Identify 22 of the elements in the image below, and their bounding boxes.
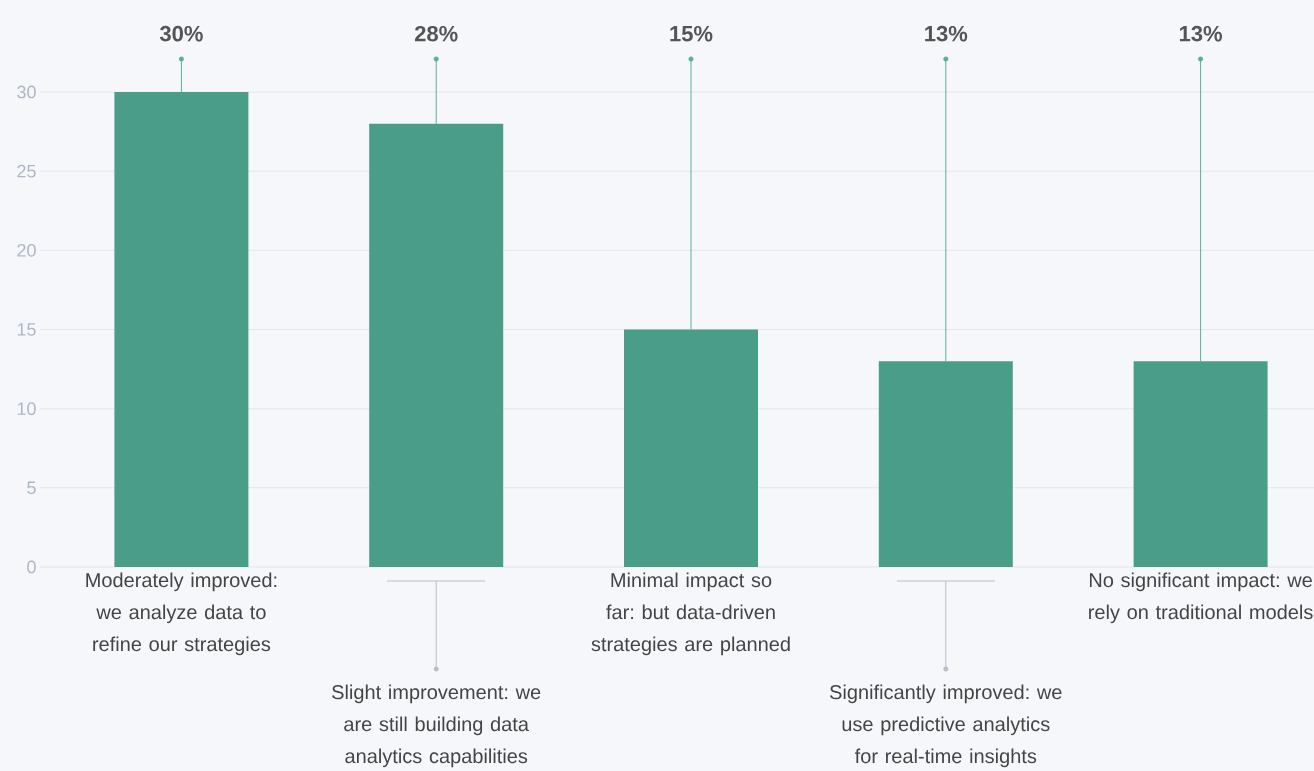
y-tick-label: 15 bbox=[17, 323, 36, 336]
data-label: 13% bbox=[1179, 25, 1223, 42]
data-label: 28% bbox=[414, 25, 458, 42]
x-tick-label: Significantly improved: we use predictive analytics for real-time insights bbox=[829, 684, 1062, 768]
y-tick-label: 20 bbox=[17, 243, 36, 257]
bar bbox=[369, 123, 504, 567]
y-tick-label: 25 bbox=[17, 164, 36, 178]
bar bbox=[624, 329, 758, 567]
x-tick-label: Moderately improved: we analyze data to refine our strategies bbox=[86, 572, 277, 656]
data-label: 13% bbox=[925, 25, 968, 42]
x-tick-label: No significant impact: we rely on traditional models bbox=[1089, 572, 1313, 624]
bar bbox=[878, 361, 1013, 567]
y-tick-label: 5 bbox=[27, 481, 36, 495]
y-tick-label: 10 bbox=[17, 402, 36, 416]
y-tick-label: 0 bbox=[27, 560, 36, 574]
data-label: 30% bbox=[159, 25, 203, 42]
x-tick-label: Slight improvement: we are still building data analytics capabilities bbox=[332, 684, 541, 768]
y-tick-label: 30 bbox=[17, 85, 36, 99]
x-tick-label: Minimal impact so far: but data-driven strategies are planned bbox=[591, 572, 790, 656]
data-label: 15% bbox=[670, 25, 713, 42]
bar bbox=[1133, 361, 1268, 567]
bar bbox=[114, 92, 249, 567]
